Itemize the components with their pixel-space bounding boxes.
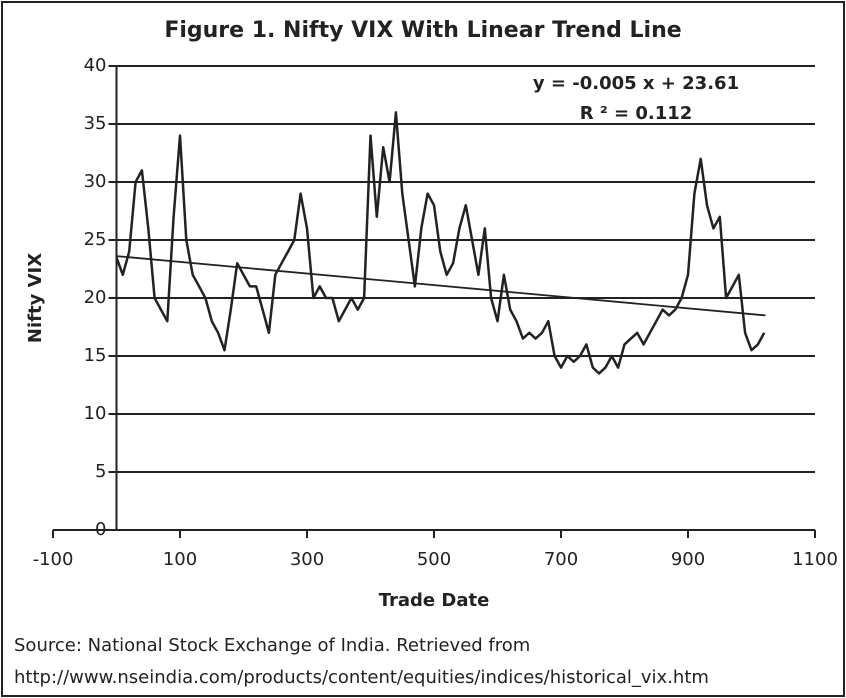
- y-tick-label: 30: [84, 171, 107, 192]
- y-tick-label: 20: [84, 287, 107, 308]
- r-squared: R ² = 0.112: [580, 103, 693, 124]
- x-tick-label: 700: [544, 549, 578, 570]
- y-tick-label: 25: [84, 229, 107, 250]
- y-tick-label: 35: [84, 113, 107, 134]
- x-tick-label: 300: [290, 549, 324, 570]
- x-tick-label: 1100: [792, 549, 838, 570]
- chart-title: Figure 1. Nifty VIX With Linear Trend Li…: [164, 18, 681, 43]
- x-tick-label: 900: [671, 549, 705, 570]
- source-line: http://www.nseindia.com/products/content…: [14, 667, 709, 688]
- source-line: Source: National Stock Exchange of India…: [14, 635, 530, 656]
- y-tick-label: 15: [84, 345, 107, 366]
- y-tick-label: 40: [84, 55, 107, 76]
- y-tick-label: 5: [95, 461, 106, 482]
- vix-line: [115, 111, 766, 375]
- x-axis-title: Trade Date: [379, 590, 490, 611]
- y-axis-title: Nifty VIX: [25, 253, 46, 343]
- y-tick-label: 10: [84, 403, 107, 424]
- trend-line: [116, 255, 766, 317]
- x-tick-label: -100: [33, 549, 74, 570]
- equation: y = -0.005 x + 23.61: [533, 73, 739, 94]
- x-tick-label: 100: [163, 549, 197, 570]
- x-tick-label: 500: [417, 549, 451, 570]
